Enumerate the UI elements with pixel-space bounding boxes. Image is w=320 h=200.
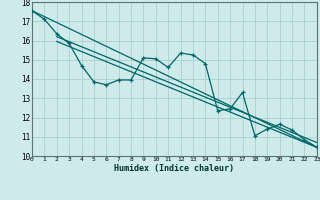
X-axis label: Humidex (Indice chaleur): Humidex (Indice chaleur): [115, 164, 234, 173]
